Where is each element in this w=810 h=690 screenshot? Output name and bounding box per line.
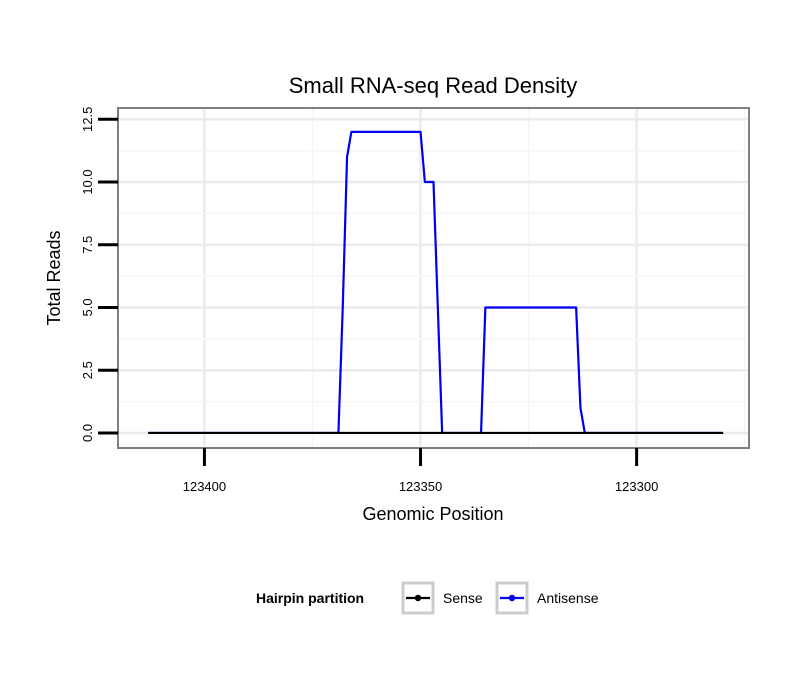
series-lines bbox=[148, 130, 724, 435]
legend-item-sense: Sense bbox=[401, 581, 483, 615]
x-tick-label: 123300 bbox=[615, 479, 658, 494]
legend-label: Antisense bbox=[537, 590, 599, 606]
y-tick-label: 0.0 bbox=[80, 424, 95, 442]
x-tick-label: 123400 bbox=[183, 479, 226, 494]
y-tick-label: 5.0 bbox=[80, 298, 95, 316]
legend-title: Hairpin partition bbox=[256, 590, 364, 606]
legend-label: Sense bbox=[443, 590, 483, 606]
legend-item-antisense: Antisense bbox=[495, 581, 599, 615]
grid bbox=[118, 108, 749, 448]
legend-key-point bbox=[414, 594, 422, 602]
legend-key-point bbox=[508, 594, 516, 602]
y-tick-label: 12.5 bbox=[80, 107, 95, 132]
y-tick-label: 7.5 bbox=[80, 236, 95, 254]
plot-border bbox=[117, 107, 750, 449]
legend: Hairpin partition Sense Antisense bbox=[256, 581, 599, 615]
x-tick-label: 123350 bbox=[399, 479, 442, 494]
plot-panel bbox=[118, 108, 749, 448]
series-line-antisense bbox=[148, 130, 724, 435]
y-axis: 0.0 2.5 5.0 7.5 10.0 12.5 bbox=[80, 107, 118, 442]
x-axis: 123400 123350 123300 bbox=[183, 448, 658, 494]
y-axis-title: Total Reads bbox=[44, 230, 64, 325]
y-tick-label: 10.0 bbox=[80, 169, 95, 194]
chart-title: Small RNA-seq Read Density bbox=[289, 73, 578, 98]
y-tick-label: 2.5 bbox=[80, 361, 95, 379]
x-axis-title: Genomic Position bbox=[362, 504, 503, 524]
